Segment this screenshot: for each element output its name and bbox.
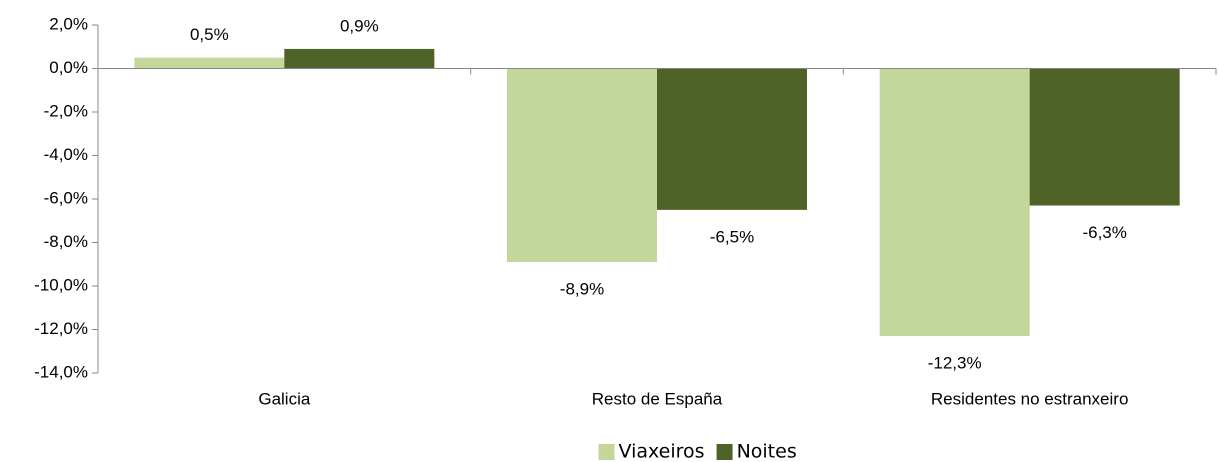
bar	[657, 68, 807, 210]
y-tick-label: -6,0%	[44, 188, 88, 207]
legend-label: Viaxeiros	[619, 441, 705, 462]
y-tick-label: -12,0%	[34, 319, 88, 338]
x-tick-label: Galicia	[258, 389, 311, 408]
value-label: 0,5%	[190, 25, 229, 44]
x-tick-label: Resto de España	[592, 389, 723, 408]
y-tick-label: 0,0%	[49, 58, 88, 77]
bar	[134, 57, 285, 69]
x-tick-label: Residentes no estranxeiro	[931, 389, 1129, 408]
bar	[284, 48, 435, 69]
bar	[507, 68, 657, 263]
y-tick-label: -8,0%	[44, 232, 88, 251]
value-label: -8,9%	[560, 280, 604, 299]
value-label: 0,9%	[340, 16, 379, 35]
bar	[879, 68, 1030, 337]
value-label: -6,3%	[1082, 223, 1126, 242]
legend-swatch	[716, 444, 733, 460]
y-tick-label: -10,0%	[34, 275, 88, 294]
y-tick-label: -4,0%	[44, 145, 88, 164]
value-label: -6,5%	[710, 227, 754, 246]
legend-label: Noites	[737, 441, 797, 462]
y-tick-label: -14,0%	[34, 362, 88, 381]
legend-swatch	[598, 444, 615, 460]
value-label: -12,3%	[928, 354, 982, 373]
y-tick-label: -2,0%	[44, 101, 88, 120]
bar	[1029, 68, 1180, 206]
y-tick-label: 2,0%	[49, 14, 88, 33]
